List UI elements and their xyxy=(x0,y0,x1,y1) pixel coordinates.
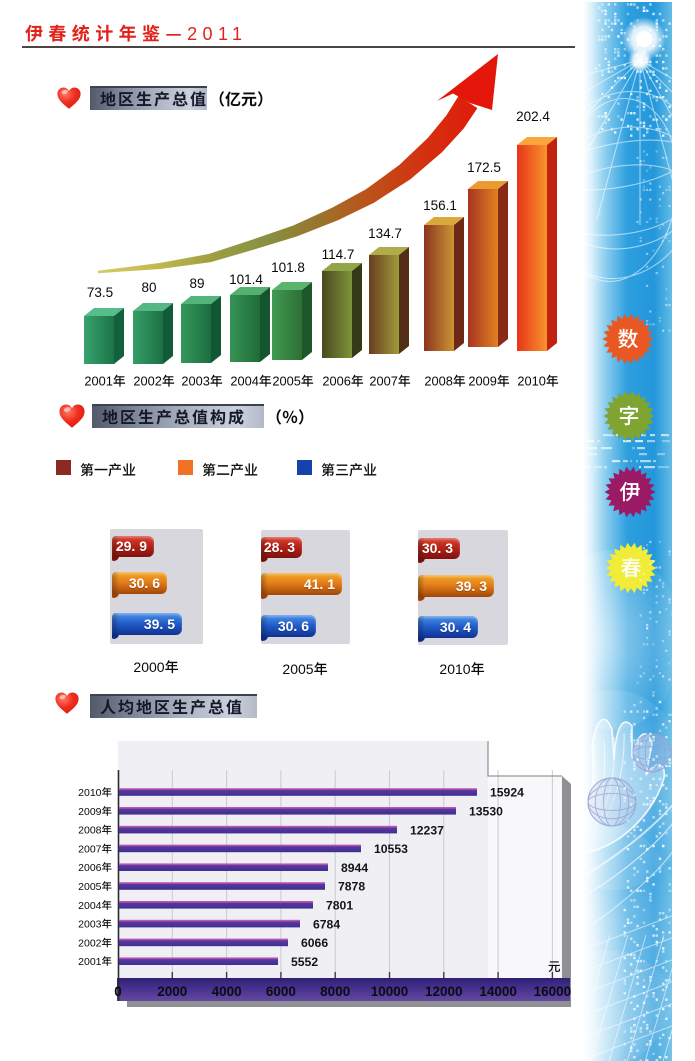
svg-text:13530: 13530 xyxy=(469,805,503,819)
svg-text:6784: 6784 xyxy=(313,917,340,931)
svg-text:8000: 8000 xyxy=(320,984,350,999)
svg-text:12000: 12000 xyxy=(425,984,463,999)
svg-text:134.7: 134.7 xyxy=(368,226,402,241)
svg-text:16000: 16000 xyxy=(534,984,572,999)
svg-text:字: 字 xyxy=(619,401,640,431)
svg-text:2002年: 2002年 xyxy=(133,374,174,389)
svg-text:172.5: 172.5 xyxy=(467,160,501,175)
svg-text:12237: 12237 xyxy=(410,823,444,837)
svg-text:2003年: 2003年 xyxy=(78,919,112,931)
svg-text:6066: 6066 xyxy=(301,936,328,950)
svg-text:2009年: 2009年 xyxy=(468,374,509,389)
svg-text:2010年: 2010年 xyxy=(517,374,558,389)
svg-text:2006年: 2006年 xyxy=(78,862,112,874)
svg-text:2007年: 2007年 xyxy=(78,843,112,855)
svg-text:2001年: 2001年 xyxy=(84,374,125,389)
svg-text:7801: 7801 xyxy=(326,899,353,913)
svg-text:2010年: 2010年 xyxy=(78,787,112,799)
svg-text:2007年: 2007年 xyxy=(369,374,410,389)
svg-text:202.4: 202.4 xyxy=(516,109,550,124)
svg-text:80: 80 xyxy=(141,280,156,295)
svg-text:伊: 伊 xyxy=(620,477,641,507)
svg-text:4000: 4000 xyxy=(212,984,242,999)
svg-text:156.1: 156.1 xyxy=(423,198,457,213)
svg-text:101.8: 101.8 xyxy=(271,260,305,275)
svg-text:2008年: 2008年 xyxy=(424,374,465,389)
svg-text:2003年: 2003年 xyxy=(181,374,222,389)
svg-text:2004年: 2004年 xyxy=(78,900,112,912)
svg-text:2005年: 2005年 xyxy=(272,374,313,389)
svg-text:10553: 10553 xyxy=(374,842,408,856)
svg-text:2005年: 2005年 xyxy=(78,881,112,893)
svg-text:14000: 14000 xyxy=(479,984,517,999)
svg-text:2008年: 2008年 xyxy=(78,825,112,837)
svg-text:春: 春 xyxy=(621,553,642,583)
svg-text:2006年: 2006年 xyxy=(322,374,363,389)
svg-text:6000: 6000 xyxy=(266,984,296,999)
svg-text:数: 数 xyxy=(618,324,639,354)
svg-text:10000: 10000 xyxy=(371,984,409,999)
svg-text:0: 0 xyxy=(114,984,122,999)
svg-text:8944: 8944 xyxy=(341,861,368,875)
svg-text:2002年: 2002年 xyxy=(78,937,112,949)
svg-text:2000: 2000 xyxy=(157,984,187,999)
svg-text:2004年: 2004年 xyxy=(230,374,271,389)
svg-text:2009年: 2009年 xyxy=(78,806,112,818)
svg-text:2001年: 2001年 xyxy=(78,956,112,968)
svg-text:元: 元 xyxy=(548,960,561,974)
svg-text:101.4: 101.4 xyxy=(229,272,263,287)
svg-text:89: 89 xyxy=(189,276,204,291)
svg-text:5552: 5552 xyxy=(291,955,318,969)
svg-text:15924: 15924 xyxy=(490,786,524,800)
svg-text:73.5: 73.5 xyxy=(87,285,113,300)
svg-text:114.7: 114.7 xyxy=(322,247,355,262)
svg-text:7878: 7878 xyxy=(338,880,365,894)
